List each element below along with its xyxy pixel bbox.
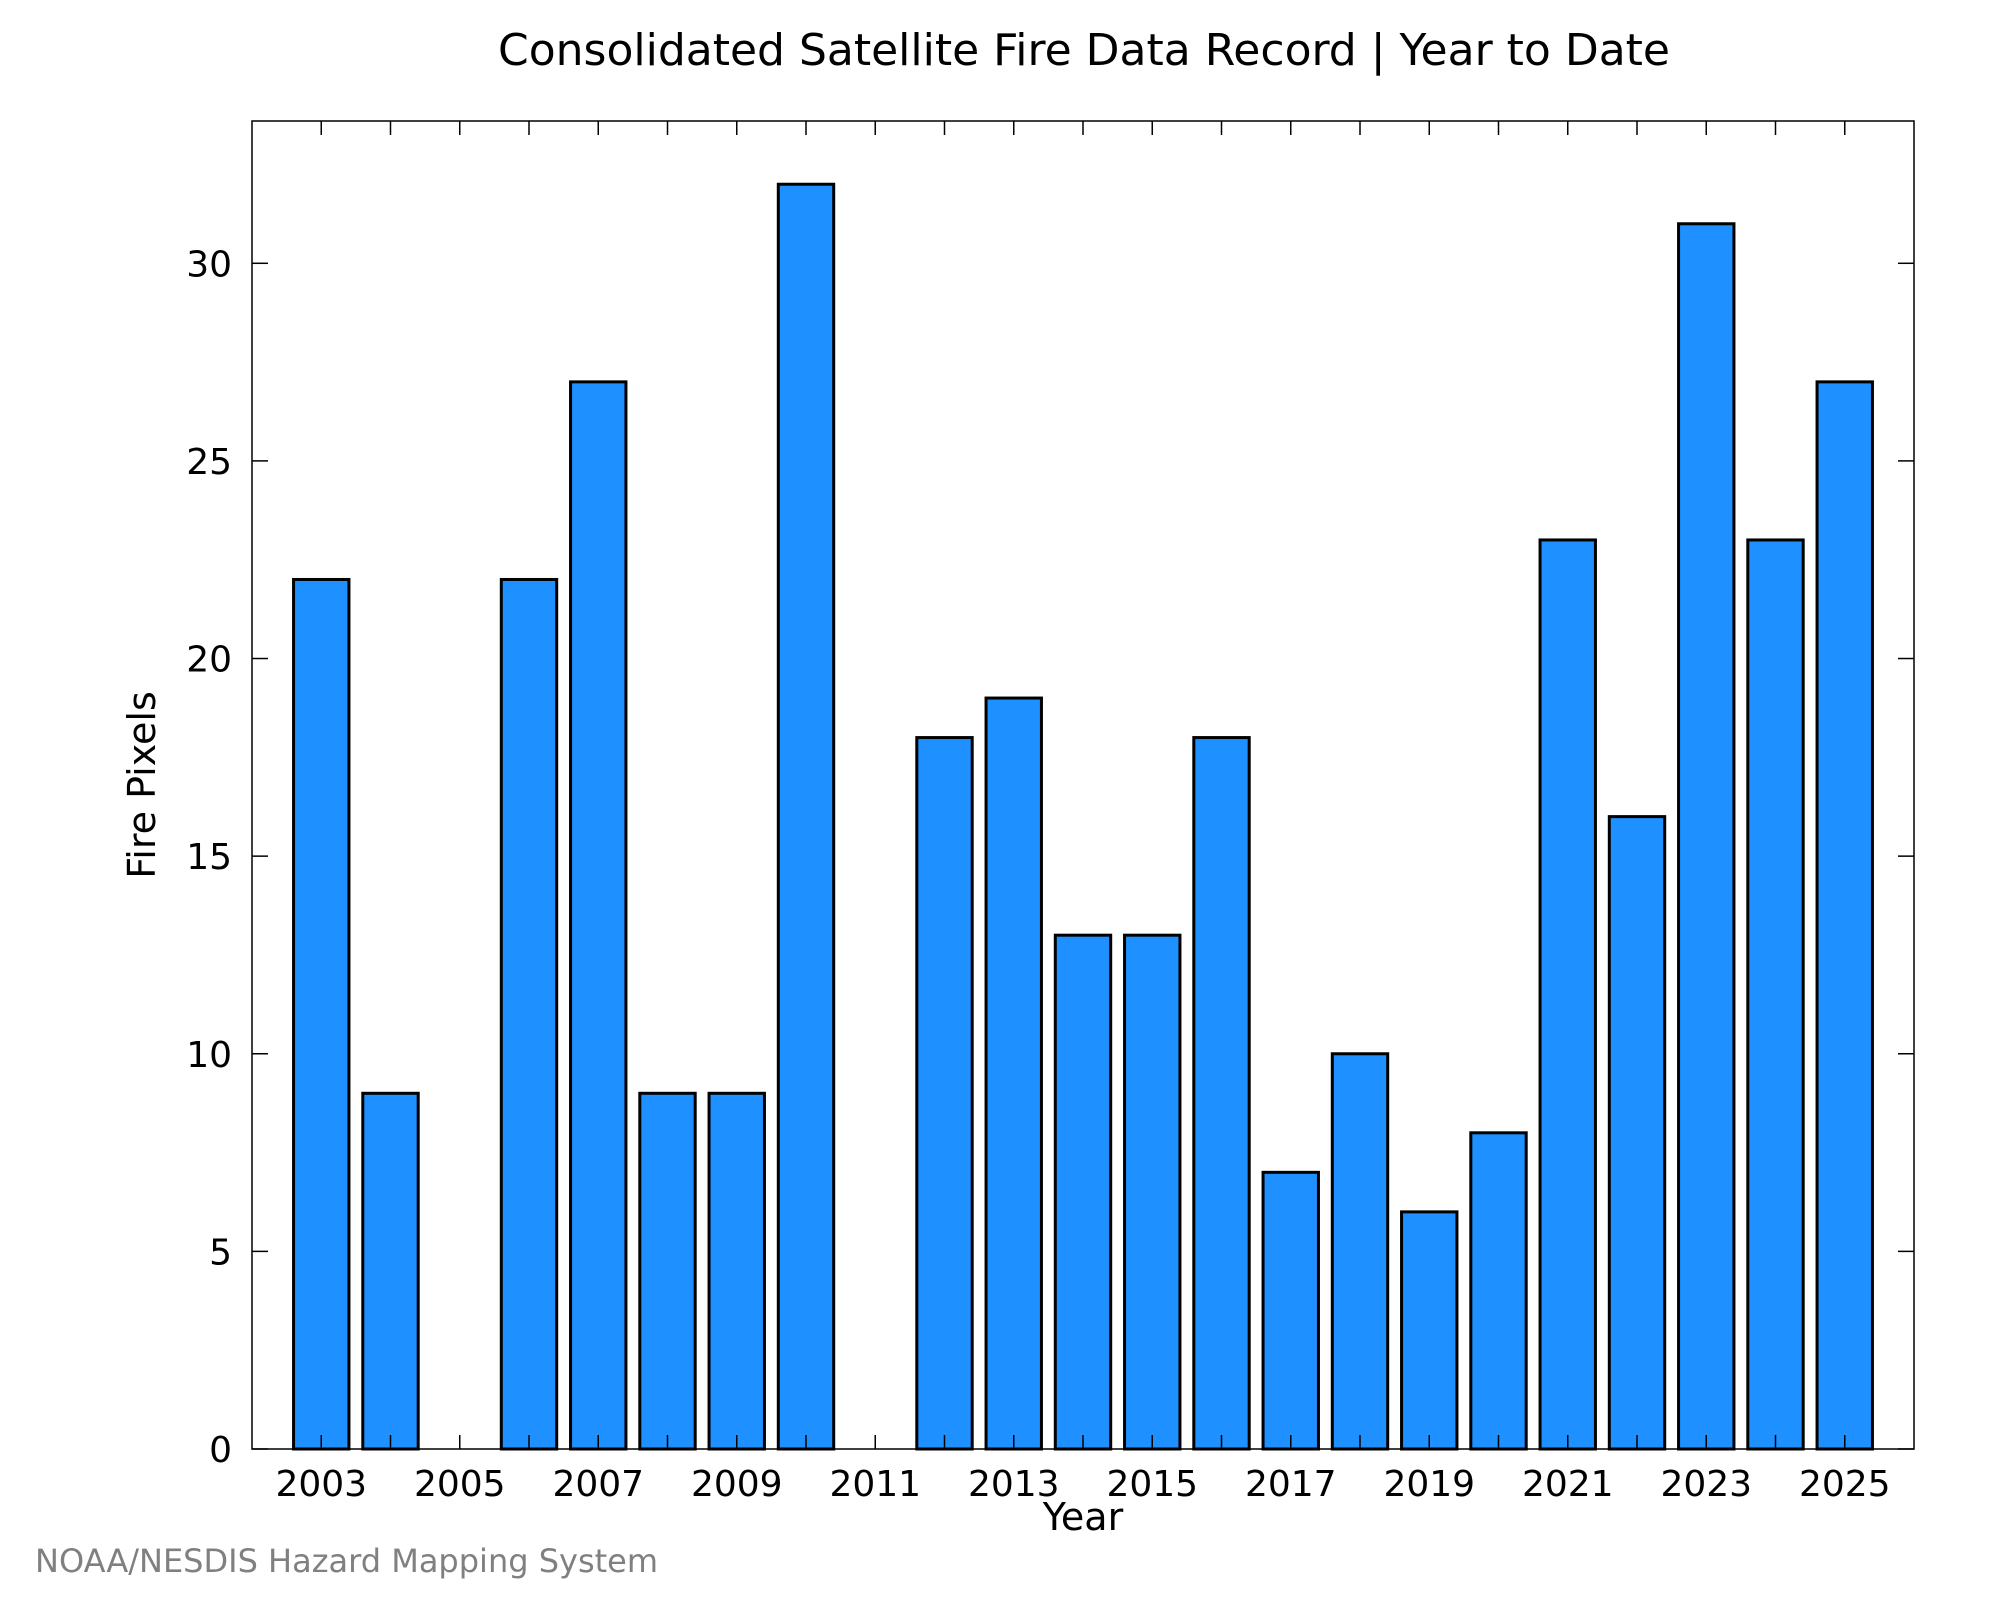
y-tick-label-10: 10: [186, 1035, 232, 1076]
x-tick-label-2003: 2003: [275, 1464, 367, 1505]
bars-layer: [292, 182, 1874, 1451]
x-tick-label-2009: 2009: [691, 1464, 783, 1505]
x-tick-label-2023: 2023: [1660, 1464, 1752, 1505]
x-tick-label-2021: 2021: [1522, 1464, 1614, 1505]
y-tick-label-5: 5: [209, 1232, 232, 1273]
bar-2019: [1400, 1210, 1459, 1451]
bar-2010: [776, 182, 836, 1451]
x-tick-label-2005: 2005: [414, 1464, 506, 1505]
bar-2003: [292, 577, 351, 1451]
x-tick-label-2025: 2025: [1799, 1464, 1891, 1505]
bar-2004: [361, 1091, 420, 1451]
x-axis-label: Year: [1042, 1495, 1124, 1539]
x-tick-label-2011: 2011: [829, 1464, 921, 1505]
bar-2020: [1469, 1131, 1528, 1451]
bar-2016: [1192, 736, 1251, 1451]
bar-2007: [569, 380, 628, 1451]
x-tick-label-2019: 2019: [1383, 1464, 1475, 1505]
bar-2024: [1746, 538, 1805, 1451]
y-axis-ticks: 0 5 10 15 20 25 30: [186, 244, 1914, 1471]
x-tick-label-2013: 2013: [968, 1464, 1060, 1505]
bar-2009: [707, 1091, 766, 1451]
bar-2018: [1330, 1052, 1390, 1451]
y-tick-label-25: 25: [186, 442, 232, 483]
x-tick-label-2015: 2015: [1106, 1464, 1198, 1505]
bar-2021: [1538, 538, 1597, 1451]
bar-2012: [915, 736, 974, 1451]
bar-2006: [499, 577, 559, 1451]
bar-2008: [638, 1091, 697, 1451]
bar-2023: [1677, 222, 1736, 1451]
y-tick-label-20: 20: [186, 640, 232, 681]
bar-2014: [1053, 933, 1113, 1451]
x-tick-label-2007: 2007: [552, 1464, 644, 1505]
bar-2025: [1815, 380, 1874, 1451]
x-tick-label-2017: 2017: [1245, 1464, 1337, 1505]
chart-title: Consolidated Satellite Fire Data Record …: [498, 25, 1670, 76]
bar-2017: [1261, 1170, 1320, 1451]
bar-2013: [984, 696, 1043, 1451]
bar-2015: [1123, 933, 1182, 1451]
x-axis-ticks: 2003 2005 2007 2009 2011 2013 2015 2017 2019 2021…: [275, 121, 1891, 1505]
source-credit: NOAA/NESDIS Hazard Mapping System: [35, 1542, 658, 1580]
y-tick-label-30: 30: [186, 244, 232, 285]
y-tick-label-15: 15: [186, 837, 232, 878]
bar-2022: [1607, 815, 1667, 1451]
y-axis-label: Fire Pixels: [120, 691, 164, 879]
y-tick-label-0: 0: [209, 1430, 232, 1471]
